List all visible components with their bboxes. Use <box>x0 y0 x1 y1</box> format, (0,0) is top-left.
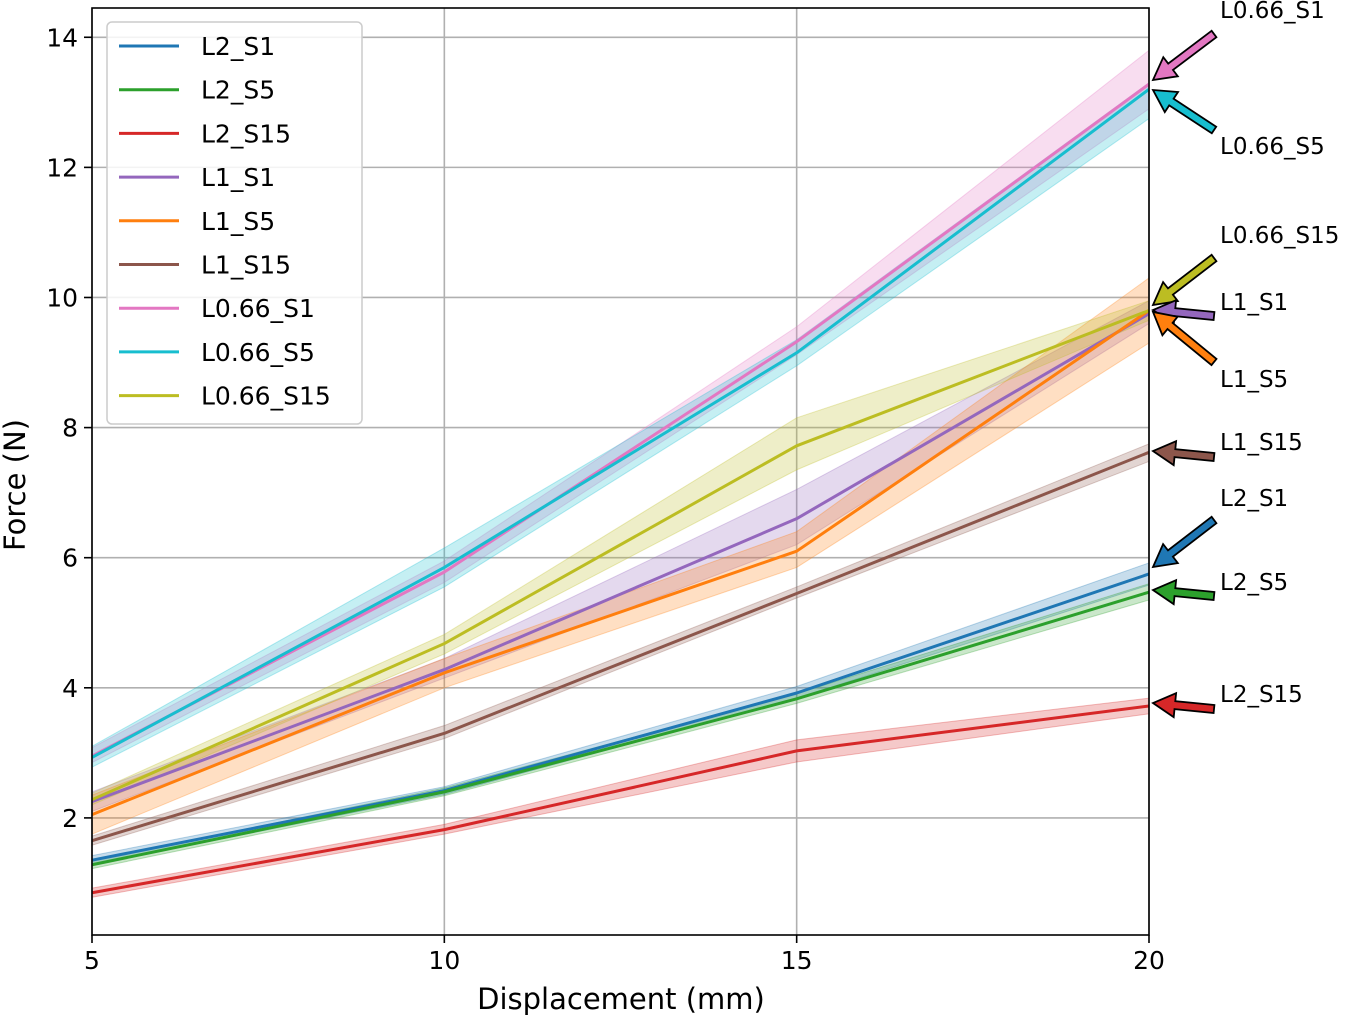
annotation-arrow-L2_S1 <box>1151 515 1218 569</box>
line-L1_S5 <box>91 309 1150 817</box>
annotation-label-L0.66_S5: L0.66_S5 <box>1220 134 1325 160</box>
y-tick-label: 14 <box>46 23 78 52</box>
annotation-arrow-L0.66_S15 <box>1151 253 1218 307</box>
legend-label-L1_S5: L1_S5 <box>201 207 275 236</box>
line-L0.66_S5 <box>91 88 1150 759</box>
legend-label-L1_S1: L1_S1 <box>201 163 275 192</box>
legend-label-L0.66_S5: L0.66_S5 <box>201 338 315 367</box>
line-L2_S1 <box>91 572 1150 862</box>
annotation-label-L2_S5: L2_S5 <box>1220 570 1288 596</box>
legend-label-L2_S5: L2_S5 <box>201 76 275 105</box>
y-tick-label: 4 <box>62 674 78 703</box>
legend-label-L0.66_S15: L0.66_S15 <box>201 382 331 411</box>
annotation-arrow-L0.66_S5 <box>1151 88 1218 135</box>
y-tick-label: 8 <box>62 414 78 443</box>
line-L0.66_S15 <box>91 309 1150 802</box>
annotation-label-L1_S15: L1_S15 <box>1220 430 1303 456</box>
x-tick-label: 15 <box>781 946 813 975</box>
line-L2_S15 <box>91 704 1150 895</box>
x-axis-title: Displacement (mm) <box>477 982 765 1016</box>
series-lines <box>91 82 1150 895</box>
y-tick-label: 10 <box>46 283 78 312</box>
legend: L2_S1 L2_S5 L2_S15 L1_S1 L1_S5 L1_S15 L0.66_S1… <box>106 21 363 425</box>
x-tick-label: 20 <box>1133 946 1165 975</box>
annotation-label-L0.66_S1: L0.66_S1 <box>1220 0 1325 24</box>
annotation-label-L0.66_S15: L0.66_S15 <box>1220 223 1339 249</box>
line-L2_S5 <box>91 590 1150 867</box>
annotation-arrow-L2_S5 <box>1151 578 1216 606</box>
x-tick-label: 10 <box>428 946 460 975</box>
arrow-annotations: L0.66_S1 L0.66_S5 L0.66_S15 L1_S1 L1_S5 L1_S1… <box>1151 0 1339 719</box>
annotation-label-L2_S15: L2_S15 <box>1220 682 1303 708</box>
x-tick-label: 5 <box>84 946 100 975</box>
legend-box <box>106 21 363 425</box>
plot-frame <box>91 7 1150 936</box>
legend-label-L2_S15: L2_S15 <box>201 119 291 148</box>
y-tick-label: 12 <box>46 153 78 182</box>
annotation-label-L1_S5: L1_S5 <box>1220 367 1288 393</box>
annotation-label-L1_S1: L1_S1 <box>1220 290 1288 316</box>
axes: 5 10 15 20 2 4 6 8 10 12 14 <box>46 7 1165 975</box>
line-L1_S15 <box>91 450 1150 843</box>
legend-label-L2_S1: L2_S1 <box>201 32 275 61</box>
y-tick-label: 2 <box>62 804 78 833</box>
y-axis-title: Force (N) <box>0 419 32 551</box>
annotation-arrow-L0.66_S1 <box>1151 29 1218 82</box>
legend-label-L0.66_S1: L0.66_S1 <box>201 294 315 323</box>
annotation-label-L2_S1: L2_S1 <box>1220 486 1288 512</box>
legend-label-L1_S15: L1_S15 <box>201 251 291 280</box>
annotation-arrow-L1_S5 <box>1151 310 1218 367</box>
line-L1_S1 <box>91 312 1150 804</box>
annotation-arrow-L1_S15 <box>1151 439 1216 467</box>
y-tick-label: 6 <box>62 544 78 573</box>
annotation-arrow-L2_S15 <box>1151 691 1216 719</box>
